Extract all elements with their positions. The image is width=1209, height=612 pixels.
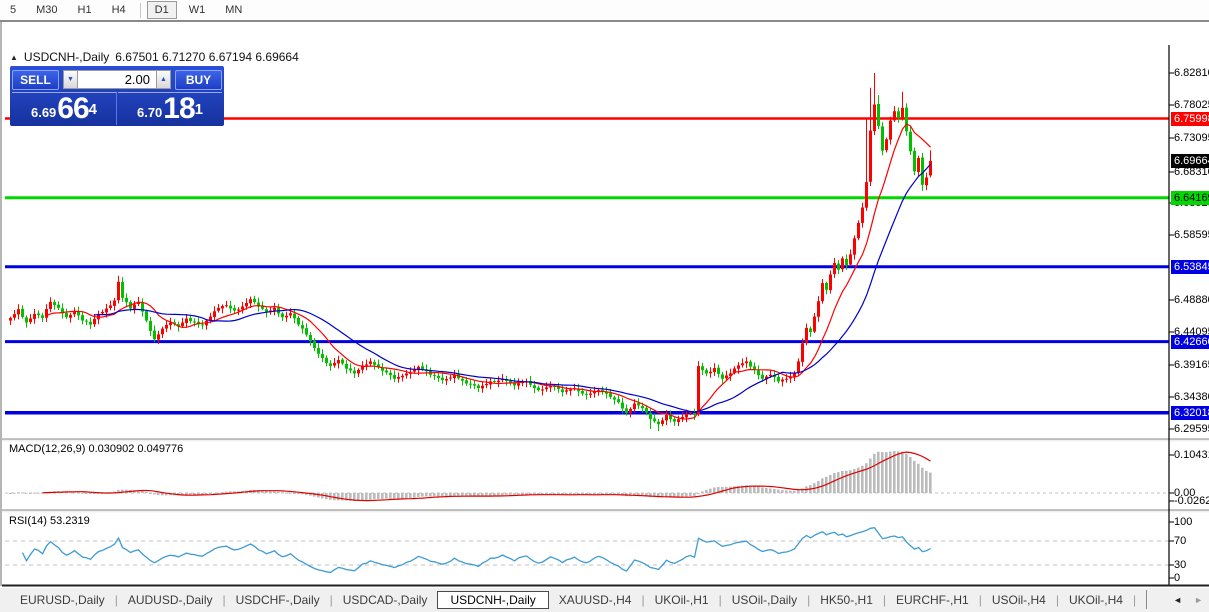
price-axis-tick: 30	[1174, 559, 1187, 571]
chart-tab-audusd-daily[interactable]: AUDUSD-,Daily	[127, 593, 213, 607]
volume-increase-button[interactable]: ▲	[156, 70, 171, 89]
chart-window: ▲ USDCNH-,Daily 6.67501 6.71270 6.67194 …	[0, 22, 1209, 608]
price-axis-tick: 0	[1174, 572, 1181, 584]
tab-scroll-left-icon[interactable]: ◄	[1173, 595, 1183, 605]
chart-tab-ukoil-h1[interactable]: UKOil-,H1	[654, 593, 709, 607]
chart-tab-usdcad-daily[interactable]: USDCAD-,Daily	[342, 593, 428, 607]
timeframe-button-h1[interactable]: H1	[77, 4, 92, 16]
timeframe-toolbar: 5 M30 H1 H4 D1 W1 MN	[0, 0, 1209, 22]
price-axis-tick: 6.48880	[1174, 294, 1209, 306]
chart-tab-xauusd-h4[interactable]: XAUUSD-,H4	[558, 593, 632, 607]
price-axis-tick: 0.00	[1174, 487, 1196, 499]
price-axis-tick: 6.78025	[1174, 99, 1209, 111]
tab-separator: |	[882, 593, 887, 607]
tab-scroll-right-icon[interactable]: ►	[1194, 595, 1203, 605]
price-axis-tick: 100	[1174, 516, 1193, 528]
price-axis-tick: 6.39165	[1174, 359, 1209, 371]
chart-symbol-label: USDCNH-,Daily	[23, 50, 110, 64]
timeframe-button-5[interactable]: 5	[10, 4, 17, 16]
chart-tab-hk50-h1[interactable]: HK50-,H1	[820, 593, 873, 607]
buy-price-display[interactable]: 6.70 18 1	[118, 92, 222, 125]
tabbar-separator	[1146, 590, 1147, 609]
price-axis-tick: 6.68310	[1174, 166, 1209, 178]
price-axis-tick: 6.82810	[1174, 67, 1209, 79]
volume-stepper: ▼ ▲	[63, 70, 171, 89]
chart-ohlc-values: 6.67501 6.71270 6.67194 6.69664	[115, 50, 299, 64]
price-level-badge: 6.69664	[1171, 154, 1209, 168]
volume-input[interactable]	[78, 70, 156, 89]
tab-separator: |	[641, 593, 645, 607]
price-level-badge: 6.75998	[1171, 112, 1209, 126]
chart-tab-usoil-daily[interactable]: USOil-,Daily	[731, 593, 798, 607]
timeframe-button-d1[interactable]: D1	[146, 1, 177, 19]
price-axis-tick: 70	[1174, 535, 1187, 547]
price-level-badge: 6.53845	[1171, 260, 1209, 274]
tab-scroll-arrows: ◄ ►	[1173, 588, 1203, 612]
tab-separator: |	[978, 593, 982, 607]
chart-data-window: ▲ USDCNH-,Daily 6.67501 6.71270 6.67194 …	[10, 50, 299, 64]
volume-decrease-button[interactable]: ▼	[63, 70, 78, 89]
sell-price-display[interactable]: 6.69 66 4	[12, 92, 117, 125]
price-level-badge: 6.32018	[1171, 406, 1209, 420]
tab-separator: |	[718, 593, 722, 607]
chart-tab-eurchf-h1[interactable]: EURCHF-,H1	[896, 593, 969, 607]
tab-separator: |	[1132, 593, 1137, 607]
toolbar-separator	[139, 2, 141, 18]
price-axis-tick: -0.026249	[1174, 495, 1209, 507]
price-level-badge: 6.64169	[1171, 191, 1209, 205]
chart-tab-usoil-h4[interactable]: USOil-,H4	[991, 593, 1046, 607]
one-click-trading-panel: SELL ▼ ▲ BUY 6.69 66 4 6.70 18 1	[10, 66, 224, 126]
chart-tab-ukoil-h4[interactable]: UKOil-,H4	[1068, 593, 1123, 607]
buy-price-small: 6.70	[136, 105, 163, 120]
tab-separator: |	[1055, 593, 1059, 607]
chart-tab-usdcnh-daily[interactable]: USDCNH-,Daily	[437, 591, 549, 609]
macd-indicator-label: MACD(12,26,9) 0.030902 0.049776	[9, 443, 184, 455]
tab-separator: |	[222, 593, 226, 607]
chart-tab-eurusd-daily[interactable]: EURUSD-,Daily	[20, 593, 105, 607]
timeframe-button-w1[interactable]: W1	[188, 4, 206, 16]
chart-tab-bar: EURUSD-,Daily | AUDUSD-,Daily | USDCHF-,Dail…	[0, 588, 1209, 612]
sell-button[interactable]: SELL	[12, 69, 59, 90]
price-axis-tick: 0.104313	[1174, 449, 1209, 461]
tab-separator: |	[807, 593, 811, 607]
price-axis-tick: 6.73095	[1174, 132, 1209, 144]
collapse-panel-icon[interactable]: ▲	[10, 52, 18, 62]
price-chart-canvas[interactable]	[2, 22, 1209, 612]
tab-separator: |	[329, 593, 333, 607]
price-axis-tick: 6.58595	[1174, 229, 1209, 241]
sell-price-small: 6.69	[30, 105, 57, 120]
chart-tab-usdchf-daily[interactable]: USDCHF-,Daily	[235, 593, 320, 607]
timeframe-button-mn[interactable]: MN	[225, 4, 243, 16]
buy-price-big: 18	[163, 92, 195, 125]
price-axis-tick: 6.34380	[1174, 391, 1209, 403]
price-level-badge: 6.42660	[1171, 335, 1209, 349]
timeframe-button-h4[interactable]: H4	[111, 4, 126, 16]
sell-price-big: 66	[57, 92, 89, 125]
buy-button[interactable]: BUY	[175, 69, 222, 90]
rsi-indicator-label: RSI(14) 53.2319	[9, 515, 90, 527]
sell-price-sup: 4	[88, 101, 98, 118]
buy-price-sup: 1	[194, 101, 204, 118]
price-axis-tick: 6.29595	[1174, 423, 1209, 435]
timeframe-button-m30[interactable]: M30	[36, 4, 58, 16]
tab-separator: |	[114, 593, 118, 607]
